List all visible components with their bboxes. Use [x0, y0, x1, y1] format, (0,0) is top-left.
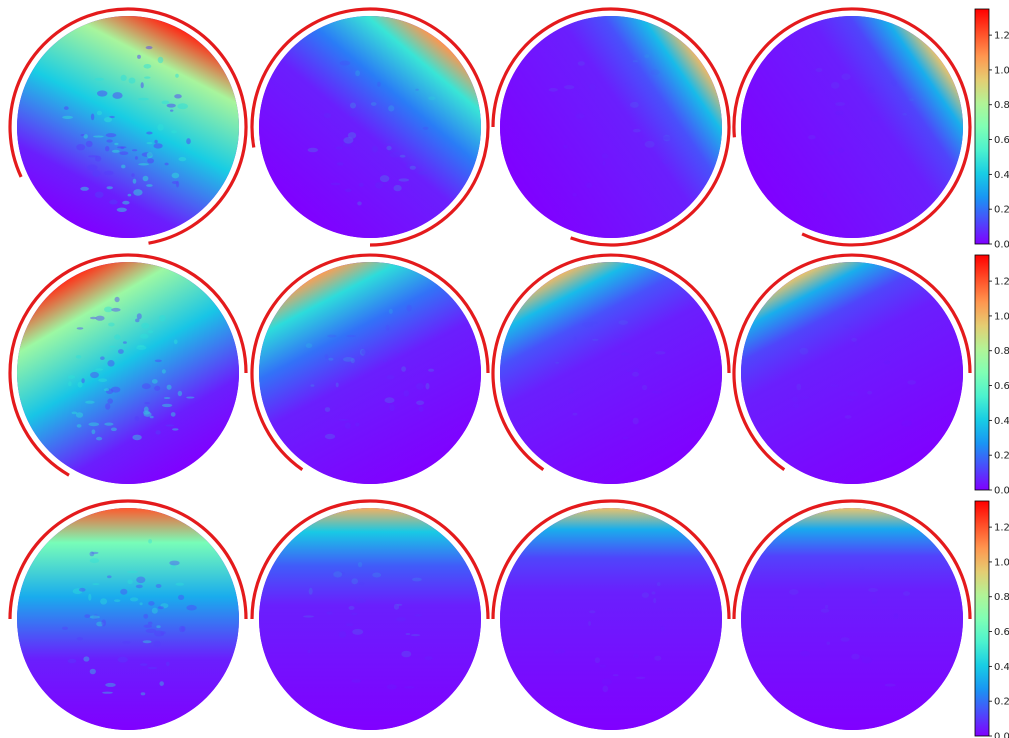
measurement-arc [250, 7, 490, 247]
field-gradient [259, 508, 481, 730]
anatomy-texture [307, 43, 436, 206]
colorbar-group: 0.0 0.2 0.4 0.6 0.8 1.0 1.2 0.0 0.2 0.4 0.6 0.8 1.0 1… [974, 8, 1009, 738]
map-panel-r2-c3 [491, 253, 731, 484]
measurement-arc [491, 499, 731, 620]
map-panel-r3-c4 [732, 499, 972, 730]
field-gradient [500, 262, 722, 484]
colorbar-tick-label: 0.0 [994, 240, 1009, 251]
colorbar-tick-label: 1.2 [994, 31, 1009, 42]
measurement-arc [732, 499, 972, 620]
map-panel-r2-c2 [250, 253, 490, 484]
anatomy-texture [548, 54, 673, 197]
anatomy-texture [62, 46, 191, 212]
measurement-arc [491, 253, 731, 472]
colorbar-tick-label: 0.0 [994, 486, 1009, 497]
colorbar-1: 0.0 0.2 0.4 0.6 0.8 1.0 1.2 [974, 8, 1009, 251]
map-panel-r3-c1 [8, 499, 248, 730]
colorbar-tick-label: 1.0 [994, 311, 1009, 322]
anatomy-texture [305, 304, 435, 440]
map-panel-r3-c2 [250, 499, 490, 730]
anatomy-texture [553, 582, 674, 693]
measurement-arc [8, 7, 248, 245]
field-gradient [17, 16, 239, 238]
measurement-arc [732, 253, 972, 472]
map-panel-r3-c3 [491, 499, 731, 730]
map-panel-r1-c3 [491, 7, 731, 247]
field-gradient [741, 16, 963, 238]
colorbar-2: 0.0 0.2 0.4 0.6 0.8 1.0 1.2 [974, 254, 1009, 497]
field-gradient [17, 262, 239, 484]
measurement-arc [491, 7, 731, 247]
colorbar-tick-label: 0.8 [994, 592, 1009, 603]
field-gradient [500, 508, 722, 730]
measurement-arc [250, 499, 490, 620]
field-gradient [741, 262, 963, 484]
map-panel-r2-c4 [732, 253, 972, 484]
colorbar-tick-label: 1.2 [994, 277, 1009, 288]
colorbar-tick-label: 0.6 [994, 135, 1009, 146]
map-panel-r1-c1 [8, 7, 248, 245]
colorbar-tick-label: 0.2 [994, 697, 1009, 708]
map-panel-r1-c2 [250, 7, 490, 247]
map-panel-r2-c1 [8, 253, 248, 484]
anatomy-texture [787, 567, 910, 687]
anatomy-texture [303, 562, 433, 690]
colorbar-tick-label: 1.0 [994, 557, 1009, 568]
field-gradient [259, 16, 481, 238]
colorbar-tick-label: 0.2 [994, 451, 1009, 462]
anatomy-texture [67, 296, 195, 441]
anatomy-texture [62, 539, 197, 696]
colorbar-tick-label: 0.6 [994, 381, 1009, 392]
anatomy-texture [792, 324, 916, 427]
colorbar-bar [974, 500, 990, 737]
colorbar-tick-label: 0.4 [994, 662, 1009, 673]
colorbar-bar [974, 254, 990, 491]
field-gradient [500, 16, 722, 238]
measurement-arc [8, 253, 248, 477]
colorbar-tick-label: 0.6 [994, 627, 1009, 638]
field-gradient [259, 262, 481, 484]
colorbar-tick-label: 0.0 [994, 732, 1009, 738]
anatomy-texture [799, 68, 914, 199]
colorbar-tick-label: 0.2 [994, 205, 1009, 216]
measurement-arc [732, 7, 972, 247]
colorbar-tick-label: 0.8 [994, 100, 1009, 111]
colorbar-tick-label: 1.0 [994, 65, 1009, 76]
field-gradient [741, 508, 963, 730]
map-panel-r1-c4 [732, 7, 972, 247]
colorbar-tick-label: 0.4 [994, 170, 1009, 181]
colorbar-tick-label: 0.4 [994, 416, 1009, 427]
colorbar-3: 0.0 0.2 0.4 0.6 0.8 1.0 1.2 [974, 500, 1009, 738]
measurement-arc [250, 253, 490, 472]
colorbar-bar [974, 8, 990, 245]
colorbar-tick-label: 1.2 [994, 523, 1009, 534]
anatomy-texture [555, 320, 666, 440]
colorbar-tick-label: 0.8 [994, 346, 1009, 357]
field-gradient [17, 508, 239, 730]
panel-grid [8, 7, 972, 730]
measurement-arc [8, 499, 248, 620]
